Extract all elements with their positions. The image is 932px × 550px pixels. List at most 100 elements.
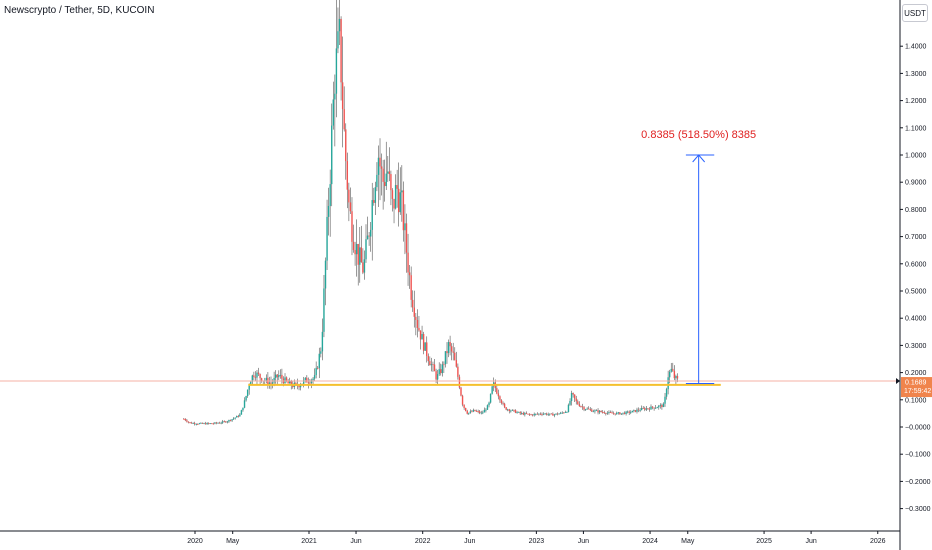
candle-body (298, 385, 300, 388)
candle-body (248, 385, 250, 390)
candle-body (313, 375, 316, 379)
candle-body (229, 420, 232, 421)
candle-body (583, 407, 585, 410)
price-range-measure[interactable]: 0.8385 (518.50%) 8385 (641, 129, 756, 384)
candle-body (393, 198, 395, 209)
candle-body (552, 413, 554, 416)
candle-body (588, 408, 590, 410)
candle-body (556, 413, 559, 415)
candle-body (659, 404, 662, 406)
candle-body (373, 200, 375, 203)
candle-body (559, 412, 562, 414)
candle-body (380, 166, 383, 169)
candle-body (402, 190, 405, 231)
candle-body (416, 319, 419, 328)
candle-body (412, 299, 414, 308)
candle-body (433, 364, 436, 372)
candle-body (603, 412, 605, 414)
candle-body (665, 389, 668, 397)
price-tag-price: 0.1689 (905, 380, 927, 387)
time-axis-label: 2023 (529, 538, 545, 545)
candle-body (578, 404, 581, 407)
candle-body (354, 250, 356, 255)
candle-body (324, 260, 327, 289)
time-axis-label: 2024 (642, 538, 658, 545)
candle-body (193, 423, 196, 425)
candle-body (317, 367, 319, 369)
candle-body (642, 407, 644, 409)
candle-body (348, 189, 350, 203)
candle-body (491, 386, 493, 394)
candle-body (407, 252, 409, 273)
candle-body (570, 392, 573, 401)
candle-body (394, 185, 397, 209)
price-axis[interactable]: 1.4000 1.3000 1.2000 1.1000 1.0000 0.9000 0.80… (900, 44, 931, 513)
candle-body (528, 413, 531, 415)
time-axis-label: 2022 (415, 538, 431, 545)
candle-body (200, 422, 202, 424)
price-axis-label: 0.5000 (905, 289, 927, 296)
candle-body (500, 400, 503, 404)
currency-button[interactable]: USDT (902, 4, 928, 22)
candle-body (279, 374, 282, 376)
time-axis-label: 2025 (756, 538, 772, 545)
candle-body (555, 413, 557, 415)
candle-body (260, 378, 263, 382)
candle-body (383, 181, 386, 187)
candle-body (306, 377, 308, 383)
candle-body (573, 394, 576, 399)
price-axis-label: −0.1000 (905, 452, 931, 459)
candle-body (673, 370, 676, 379)
candle-body (382, 168, 384, 182)
candle-body (464, 407, 467, 412)
candle-body (454, 352, 456, 361)
candle-body (222, 421, 224, 423)
candle-body (377, 157, 380, 175)
candle-body (589, 409, 591, 410)
candle-body (303, 379, 305, 384)
candle-body (192, 423, 194, 424)
measure-label: 0.8385 (518.50%) 8385 (641, 129, 756, 141)
candle-body (220, 422, 222, 424)
candle-body (444, 351, 447, 365)
candle-body (387, 171, 389, 174)
time-axis[interactable]: 2020 May 2021 Jun 2022 Jun 2023 Jun 2024 May 2025 J… (187, 531, 886, 545)
candle-body (653, 407, 655, 409)
candle-body (309, 382, 311, 384)
candle-body (329, 184, 331, 206)
candle-body (290, 380, 292, 386)
candle-body (419, 330, 422, 340)
candle-body (517, 411, 520, 413)
candle-body (519, 411, 521, 414)
candle-body (510, 410, 512, 412)
candle-body (408, 272, 411, 276)
candle-body (337, 31, 339, 49)
candle-body (441, 364, 444, 374)
candle-body (198, 423, 201, 425)
candle-body (597, 410, 599, 413)
candle-body (404, 223, 406, 231)
candle-body (595, 410, 598, 412)
current-price-tag: 0.1689 17:59:42 (901, 377, 932, 398)
candle-body (360, 247, 363, 263)
candle-body (591, 409, 593, 412)
candle-body (482, 412, 484, 414)
time-axis-label: 2026 (870, 538, 886, 545)
candle-body (516, 412, 518, 413)
candle-body (424, 342, 426, 351)
candle-body (405, 223, 408, 253)
candle-body (521, 413, 523, 414)
candle-body (563, 412, 565, 414)
candle-body (645, 408, 648, 410)
candle-body (536, 413, 539, 415)
price-axis-label: 0.7000 (905, 234, 927, 241)
candle-body (379, 157, 381, 167)
candle-body (341, 82, 344, 110)
candle-body (507, 409, 509, 411)
candle-body (485, 409, 487, 411)
candle-body (363, 259, 366, 273)
candle-body (608, 411, 610, 413)
candle-body (609, 411, 612, 413)
candle-body (234, 417, 236, 419)
